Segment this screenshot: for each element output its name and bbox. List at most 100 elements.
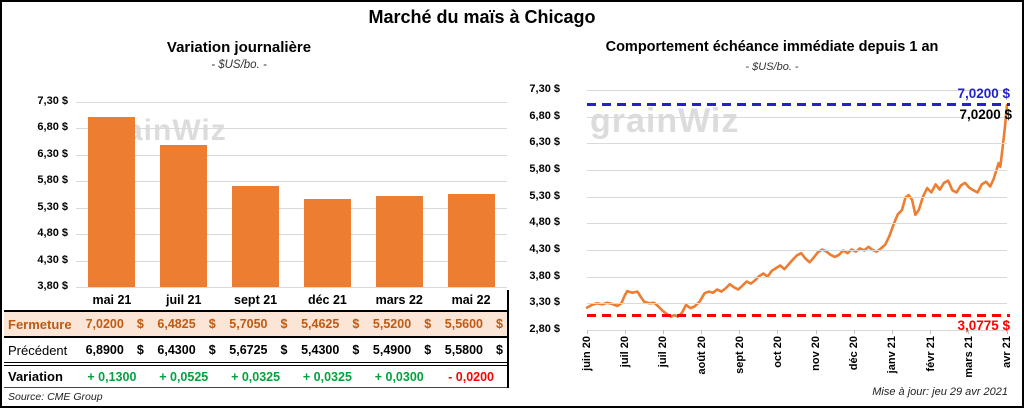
bar-mars-22 [375,196,423,287]
x-axis-label: nov 20 [810,336,823,371]
low-price-label: 3,0775 $ [957,318,1010,333]
x-axis-label: févr 21 [924,336,937,372]
x-axis-tick [739,330,741,334]
table-cell: 6,8900 $ [76,343,148,357]
x-axis-tick [815,330,817,334]
grainwiz-watermark: grainWiz [590,102,740,140]
table-cell: 5,5800 $ [435,343,507,357]
column-header: juil 21 [166,293,202,307]
y-axis-label: 3,80 $ [529,269,560,282]
gridline [587,170,1007,171]
currency-symbol: $ [424,343,432,357]
gridline [587,196,1007,198]
table-row-fermeture: Fermeture 7,0200 $6,4825 $5,7050 $5,4625 $5,5… [4,312,507,338]
gridline [76,154,507,156]
gridline [587,250,1007,251]
bar-mai-21 [88,116,136,287]
currency-symbol: $ [136,317,144,331]
currency-symbol: $ [352,343,360,357]
futures-table: mai 21 juil 21 sept 21 déc 21 mars 22 mai 22 F… [4,290,509,388]
table-cell: 5,4900 $ [363,343,435,357]
row-label: Fermeture [8,316,72,332]
y-axis-label: 2,80 $ [529,323,560,335]
x-axis-label: juil 20 [657,336,670,368]
x-axis-label: avr 21 [1001,336,1013,368]
cell-value: 5,5600 [444,317,483,331]
x-axis-tick [1006,330,1008,334]
table-cell: + 0,1300 [87,369,137,384]
currency-symbol: $ [280,343,288,357]
cell-value: 5,4625 [301,317,340,331]
cell-value: 7,0200 [85,317,124,331]
table-row-precedent: Précédent 6,8900 $6,4300 $5,6725 $5,4300 $5,4… [4,338,507,366]
currency-symbol: $ [352,317,360,331]
source-note: Source: CME Group [8,391,103,403]
table-cell: + 0,0325 [302,369,352,384]
gridline [587,223,1007,225]
low-dashed-line [587,313,1010,317]
x-axis-tick [624,330,626,334]
y-axis-label: 5,30 $ [37,200,68,213]
x-axis-label: juil 20 [619,336,632,368]
cell-value: 5,4300 [301,343,340,357]
y-axis-label: 7,30 $ [37,95,68,107]
column-header: sept 21 [234,293,278,307]
right-line-chart [585,90,1010,334]
table-cell: + 0,0325 [231,369,281,384]
y-axis-label: 5,80 $ [529,163,560,175]
cell-value: 5,4900 [372,343,412,357]
table-cell: 5,4300 $ [292,343,364,357]
cell-value: 6,4825 [157,317,196,331]
gridline [76,102,507,103]
y-axis-label: 3,30 $ [529,296,560,309]
y-axis-label: 4,30 $ [529,243,560,255]
row-label: Précédent [8,342,68,358]
cell-value: 5,7050 [229,317,268,331]
x-axis-tick [930,330,932,334]
bar-mai-22 [447,193,495,287]
y-axis-label: 6,30 $ [37,147,68,160]
table-cell: + 0,0300 [374,369,424,384]
column-header: mars 22 [375,293,423,307]
table-cell: 6,4825 $ [148,317,220,331]
x-axis-tick [777,330,779,334]
x-axis-label: sept 20 [733,336,746,374]
table-row-variation: Variation + 0,1300 + 0,0525 + 0,0325 + 0,032… [4,366,507,388]
currency-symbol: $ [208,343,216,357]
y-axis-label: 7,30 $ [529,83,560,95]
price-polyline [585,103,1009,318]
x-axis-tick [891,330,893,334]
x-axis-label: oct 20 [771,336,784,368]
high-price-label: 7,0200 $ [957,86,1010,101]
left-bar-chart [76,102,507,288]
x-axis-label: janv 21 [886,336,899,374]
currency-symbol: $ [496,343,503,357]
y-axis-label: 5,30 $ [529,189,560,202]
x-axis-tick [701,330,703,334]
update-date: Mise à jour: jeu 29 avr 2021 [872,386,1008,398]
currency-symbol: $ [424,317,432,331]
table-cell: 5,5600 $ [435,317,507,331]
y-axis-label: 6,80 $ [529,109,560,122]
gridline [76,128,507,130]
page-title: Marché du maïs à Chicago [368,7,596,27]
bar-déc-21 [303,199,351,287]
gridline [76,234,507,236]
row-label: Variation [8,369,63,384]
x-axis-label: juin 20 [581,336,593,371]
gridline [76,181,507,183]
cell-value: 6,8900 [85,343,124,357]
x-axis-tick [853,330,855,334]
column-header: mai 22 [451,293,491,307]
column-header: déc 21 [307,293,347,307]
table-cell: 6,4300 $ [148,343,220,357]
current-price-label: 7,0200 $ [959,107,1012,122]
left-chart-title: Variation journalière [166,39,312,56]
x-axis-label: août 20 [695,336,708,375]
currency-symbol: $ [496,317,503,331]
y-axis-label: 6,80 $ [37,121,68,134]
table-cell: - 0,0200 [448,369,495,384]
cell-value: 5,5800 [444,343,483,357]
column-header: mai 21 [92,293,132,307]
